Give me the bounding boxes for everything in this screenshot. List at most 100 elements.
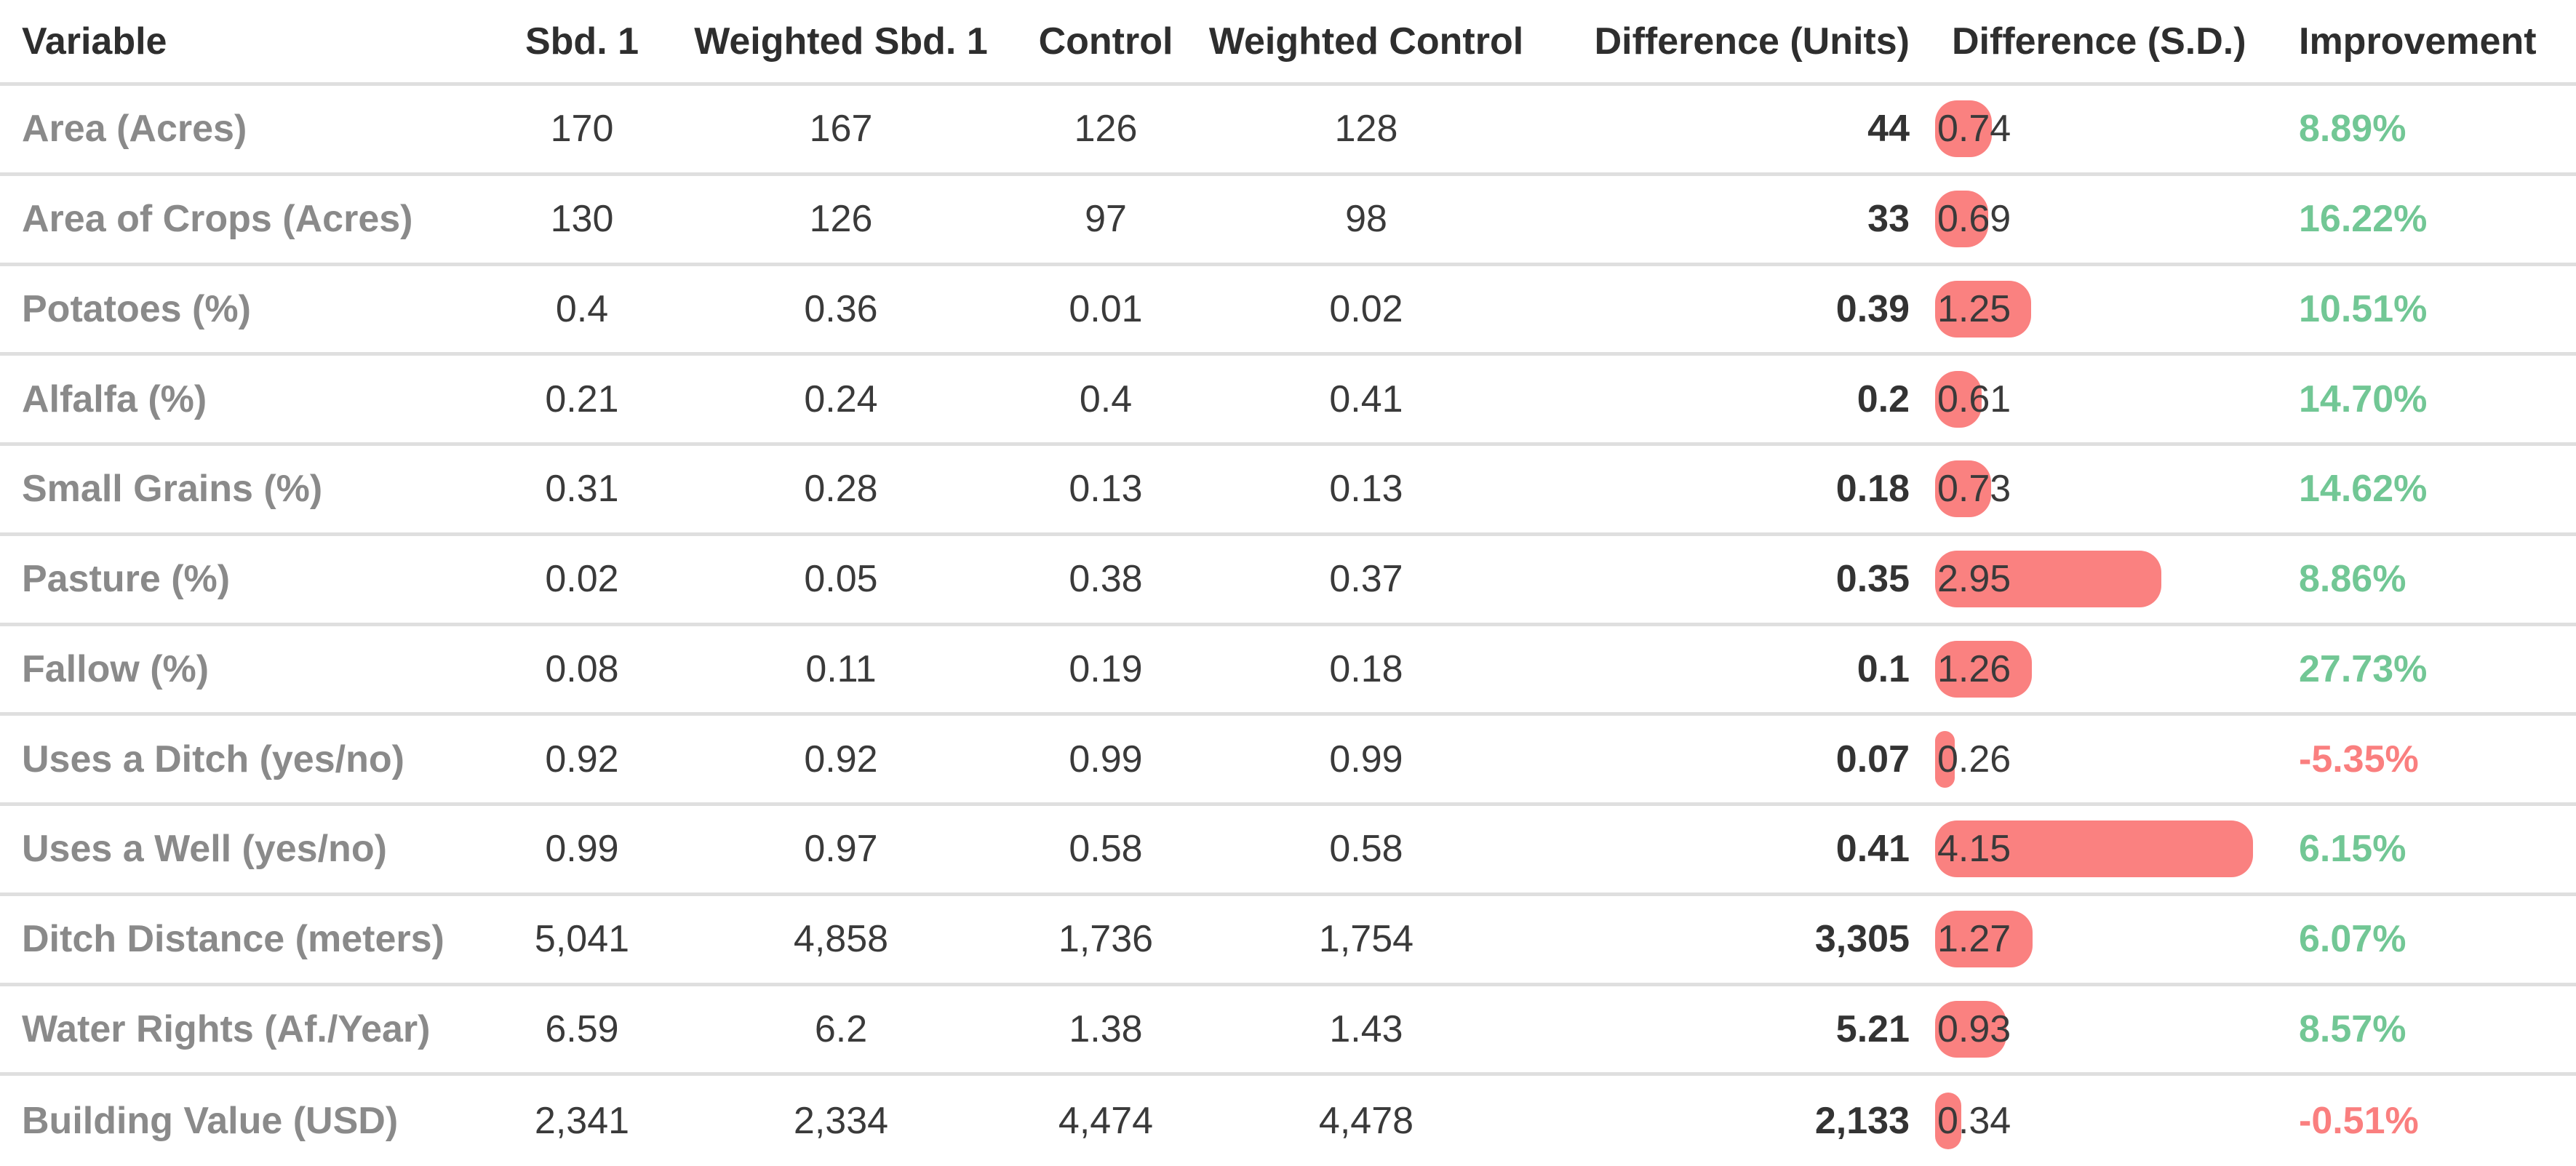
cell-weighted-control: 0.37 bbox=[1329, 558, 1403, 601]
cell-control: 0.01 bbox=[1069, 287, 1143, 330]
cell-difference-sd: 0.34 bbox=[1930, 1093, 2270, 1150]
cell-weighted-sbd1: 167 bbox=[809, 108, 873, 151]
cell-variable: Potatoes (%) bbox=[22, 287, 251, 330]
cell-difference-sd: 0.26 bbox=[1930, 730, 2270, 788]
table-row: Ditch Distance (meters) 5,041 4,858 1,736 1,… bbox=[0, 895, 2576, 986]
sd-value: 0.74 bbox=[1937, 108, 2011, 151]
sd-value: 0.73 bbox=[1937, 468, 2011, 511]
sd-proportion-bar bbox=[1935, 820, 2253, 878]
cell-variable: Area (Acres) bbox=[22, 108, 247, 151]
sd-value: 0.93 bbox=[1937, 1007, 2011, 1050]
table-row: Building Value (USD) 2,341 2,334 4,474 4,478… bbox=[0, 1076, 2576, 1166]
column-header-wsbd1: Weighted Sbd. 1 bbox=[694, 20, 988, 63]
cell-variable: Small Grains (%) bbox=[22, 468, 323, 511]
sd-proportion-bar bbox=[1935, 730, 1955, 788]
cell-control: 0.19 bbox=[1069, 647, 1143, 690]
cell-sbd1: 0.99 bbox=[545, 828, 619, 871]
cell-improvement: 8.86% bbox=[2299, 558, 2406, 601]
cell-weighted-control: 0.02 bbox=[1329, 287, 1403, 330]
sd-value: 0.69 bbox=[1937, 198, 2011, 241]
cell-weighted-control: 0.18 bbox=[1329, 647, 1403, 690]
table-row: Pasture (%) 0.02 0.05 0.38 0.37 0.35 2.95 8.86% bbox=[0, 535, 2576, 626]
cell-improvement: 6.07% bbox=[2299, 918, 2406, 961]
cell-weighted-sbd1: 0.36 bbox=[804, 287, 878, 330]
cell-difference-units: 33 bbox=[1867, 198, 1910, 241]
cell-difference-units: 0.07 bbox=[1835, 738, 1910, 780]
sd-value: 4.15 bbox=[1937, 828, 2011, 871]
cell-difference-units: 0.2 bbox=[1857, 378, 1910, 420]
cell-difference-sd: 1.27 bbox=[1930, 911, 2270, 968]
sd-proportion-bar bbox=[1935, 1093, 1961, 1150]
sd-proportion-bar bbox=[1935, 551, 2161, 608]
cell-weighted-control: 0.41 bbox=[1329, 378, 1403, 420]
cell-improvement: 16.22% bbox=[2299, 198, 2428, 241]
cell-variable: Pasture (%) bbox=[22, 558, 231, 601]
cell-difference-sd: 0.93 bbox=[1930, 1000, 2270, 1058]
table-row: Uses a Ditch (yes/no) 0.92 0.92 0.99 0.99 0.0… bbox=[0, 716, 2576, 806]
cell-difference-sd: 0.73 bbox=[1930, 460, 2270, 518]
cell-weighted-control: 4,478 bbox=[1318, 1100, 1414, 1143]
cell-variable: Area of Crops (Acres) bbox=[22, 198, 413, 241]
table-row: Small Grains (%) 0.31 0.28 0.13 0.13 0.18 0.73… bbox=[0, 446, 2576, 536]
cell-weighted-sbd1: 4,858 bbox=[793, 918, 889, 961]
cell-difference-sd: 4.15 bbox=[1930, 820, 2270, 878]
cell-weighted-sbd1: 0.28 bbox=[804, 468, 878, 511]
sd-proportion-bar bbox=[1935, 460, 1991, 518]
cell-weighted-control: 0.99 bbox=[1329, 738, 1403, 780]
cell-sbd1: 0.31 bbox=[545, 468, 619, 511]
cell-control: 4,474 bbox=[1058, 1100, 1154, 1143]
cell-difference-units: 5.21 bbox=[1835, 1007, 1910, 1050]
table-row: Fallow (%) 0.08 0.11 0.19 0.18 0.1 1.26 27.73% bbox=[0, 626, 2576, 716]
column-header-diff_units: Difference (Units) bbox=[1594, 20, 1910, 63]
cell-weighted-sbd1: 6.2 bbox=[814, 1007, 868, 1050]
cell-sbd1: 0.02 bbox=[545, 558, 619, 601]
sd-proportion-bar bbox=[1935, 370, 1982, 428]
cell-control: 1,736 bbox=[1058, 918, 1154, 961]
cell-weighted-control: 0.58 bbox=[1329, 828, 1403, 871]
cell-weighted-control: 98 bbox=[1345, 198, 1387, 241]
cell-difference-sd: 1.26 bbox=[1930, 640, 2270, 698]
cell-difference-sd: 2.95 bbox=[1930, 551, 2270, 608]
table-header-row: Variable Sbd. 1 Weighted Sbd. 1 Control Weig… bbox=[0, 0, 2576, 86]
cell-variable: Building Value (USD) bbox=[22, 1100, 399, 1143]
column-header-wcontrol: Weighted Control bbox=[1208, 20, 1524, 63]
sd-value: 2.95 bbox=[1937, 558, 2011, 601]
cell-difference-sd: 0.69 bbox=[1930, 191, 2270, 248]
sd-value: 1.25 bbox=[1937, 287, 2011, 330]
cell-variable: Uses a Well (yes/no) bbox=[22, 828, 387, 871]
sd-value: 1.26 bbox=[1937, 647, 2011, 690]
cell-weighted-sbd1: 2,334 bbox=[793, 1100, 889, 1143]
cell-difference-units: 3,305 bbox=[1814, 918, 1910, 961]
sd-proportion-bar bbox=[1935, 1000, 2006, 1058]
cell-difference-units: 0.41 bbox=[1835, 828, 1910, 871]
column-header-sbd1: Sbd. 1 bbox=[525, 20, 639, 63]
cell-variable: Uses a Ditch (yes/no) bbox=[22, 738, 404, 780]
cell-weighted-sbd1: 0.24 bbox=[804, 378, 878, 420]
sd-value: 0.61 bbox=[1937, 378, 2011, 420]
cell-difference-sd: 1.25 bbox=[1930, 280, 2270, 338]
cell-difference-units: 2,133 bbox=[1814, 1100, 1910, 1143]
cell-weighted-control: 1,754 bbox=[1318, 918, 1414, 961]
cell-weighted-sbd1: 0.97 bbox=[804, 828, 878, 871]
cell-improvement: 6.15% bbox=[2299, 828, 2406, 871]
cell-weighted-sbd1: 0.05 bbox=[804, 558, 878, 601]
column-header-control: Control bbox=[1038, 20, 1173, 63]
cell-improvement: 10.51% bbox=[2299, 287, 2428, 330]
cell-difference-sd: 0.61 bbox=[1930, 370, 2270, 428]
cell-weighted-sbd1: 126 bbox=[809, 198, 873, 241]
cell-sbd1: 0.08 bbox=[545, 647, 619, 690]
cell-weighted-control: 128 bbox=[1334, 108, 1398, 151]
cell-difference-units: 0.1 bbox=[1857, 647, 1910, 690]
table-row: Area of Crops (Acres) 130 126 97 98 33 0.69 16.… bbox=[0, 175, 2576, 266]
cell-variable: Fallow (%) bbox=[22, 647, 210, 690]
cell-control: 126 bbox=[1074, 108, 1138, 151]
cell-sbd1: 2,341 bbox=[534, 1100, 630, 1143]
sd-proportion-bar bbox=[1935, 191, 1988, 248]
cell-sbd1: 0.21 bbox=[545, 378, 619, 420]
column-header-variable: Variable bbox=[22, 20, 167, 63]
cell-control: 0.38 bbox=[1069, 558, 1143, 601]
cell-difference-units: 0.39 bbox=[1835, 287, 1910, 330]
cell-improvement: 8.57% bbox=[2299, 1007, 2406, 1050]
cell-weighted-sbd1: 0.92 bbox=[804, 738, 878, 780]
